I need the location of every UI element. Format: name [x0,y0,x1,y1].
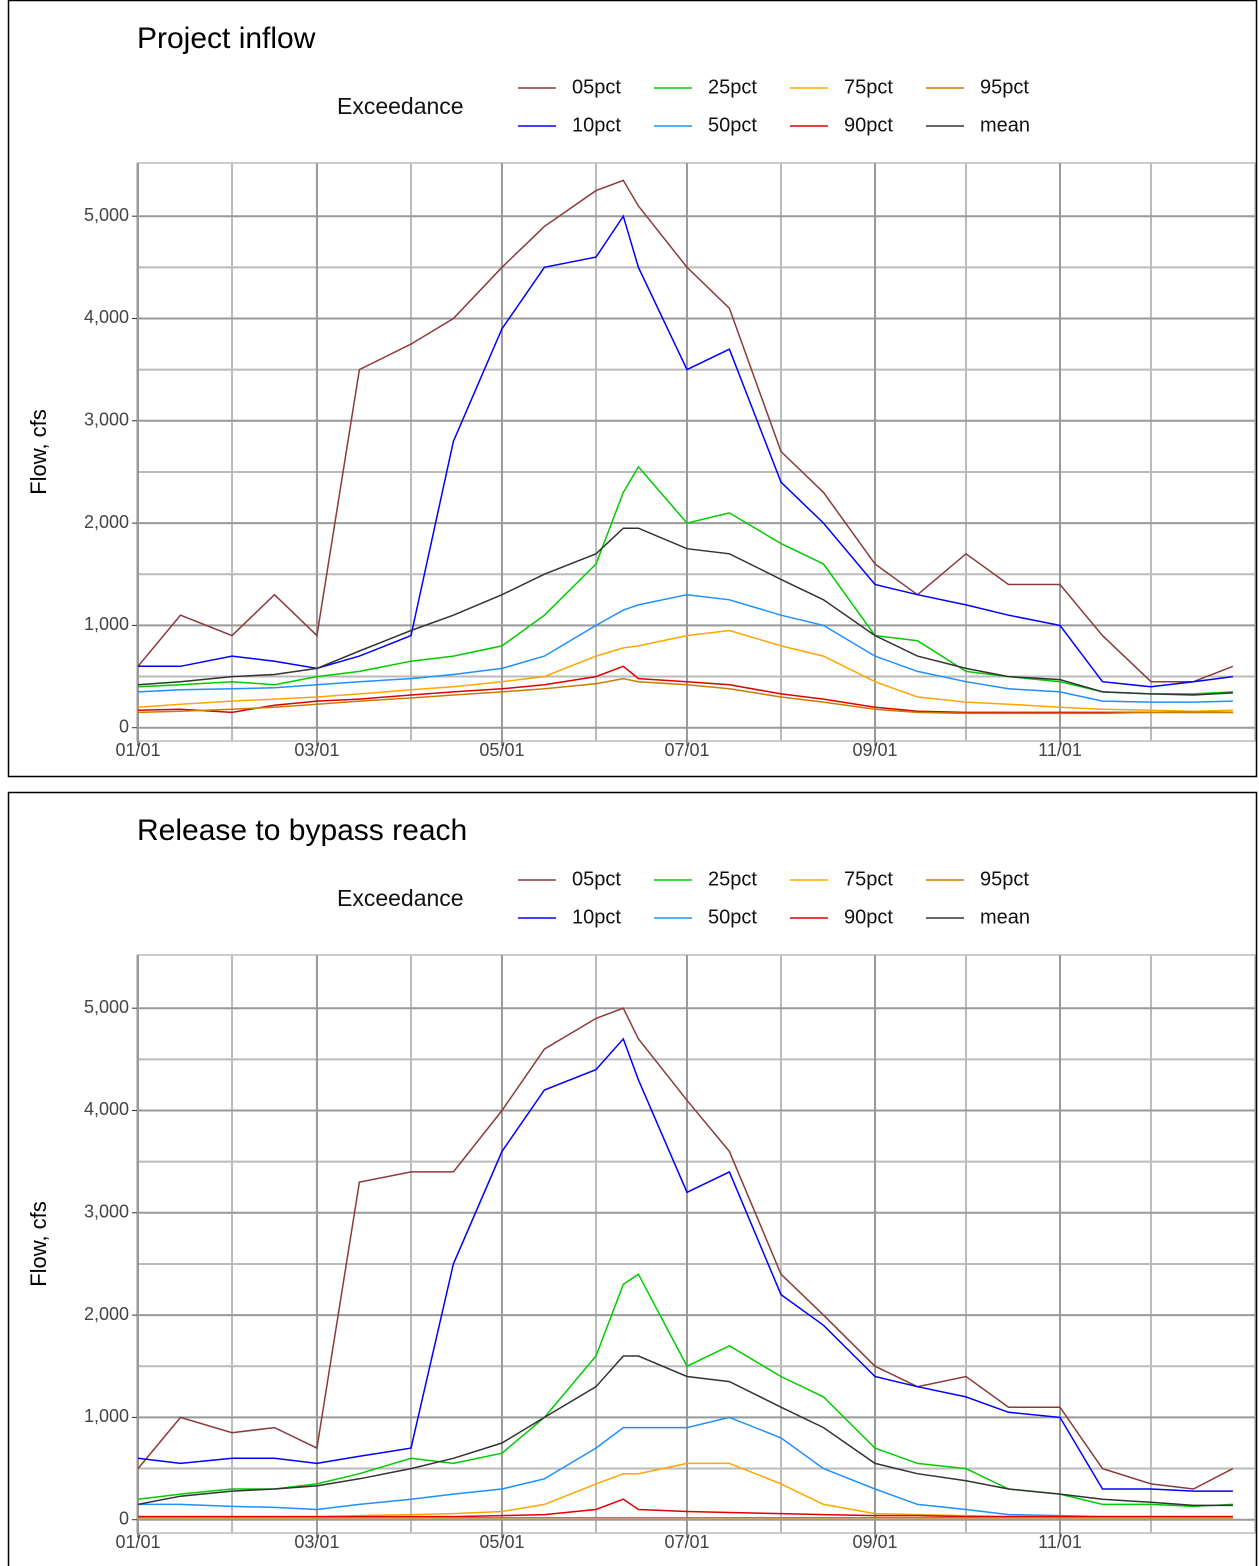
y-tick-label: 5,000 [84,205,129,225]
y-tick-label: 3,000 [84,410,129,430]
x-tick-label: 11/01 [1038,1532,1082,1552]
y-tick-label: 3,000 [84,1202,129,1222]
line-series [137,665,1233,714]
legend-label: 25pct [708,868,757,890]
legend-title: Exceedance [337,885,464,911]
legend-item: mean [926,114,1030,136]
chart-panel: Project inflow Exceedance 05pct 10pct 25pct 5… [7,0,1258,778]
legend-item: 05pct [518,868,621,890]
legend-item: 95pct [926,76,1029,98]
line-series [137,629,1233,713]
line-series [137,179,1234,683]
legend-label: 90pct [844,906,893,928]
y-tick-label: 4,000 [84,307,129,327]
legend-label: 10pct [572,114,621,136]
legend-label: 05pct [572,76,621,98]
line-series [138,1416,1233,1518]
y-axis-label: Flow, cfs [26,1201,51,1287]
line-series [137,1037,1233,1492]
legend-item: 10pct [518,906,621,928]
x-tick-label: 05/01 [479,740,524,760]
x-tick-label: 05/01 [479,1532,524,1552]
legend-item: 75pct [790,76,893,98]
y-tick-label: 0 [119,716,129,736]
legend-label: 95pct [980,76,1029,98]
y-axis-label: Flow, cfs [26,409,51,495]
y-tick-label: 1,000 [84,614,129,634]
y-tick-label: 5,000 [84,997,129,1017]
legend-label: mean [980,114,1030,136]
chart-title: Project inflow [137,22,316,55]
x-tick-label: 07/01 [664,740,709,760]
legend-title: Exceedance [337,93,464,119]
y-tick-label: 1,000 [84,1406,129,1426]
legend-item: 50pct [654,906,757,928]
legend-label: 95pct [980,868,1029,890]
legend-label: 50pct [708,906,757,928]
y-tick-label: 0 [119,1508,129,1528]
legend-label: mean [980,906,1030,928]
legend-item: 90pct [790,114,893,136]
legend-item: 05pct [518,76,621,98]
legend-item: 50pct [654,114,757,136]
chart-panel: Release to bypass reach Exceedance 05pct 10… [7,791,1258,1566]
line-series [137,677,1233,715]
legend-label: 10pct [572,906,621,928]
x-tick-label: 09/01 [852,1532,897,1552]
legend-item: 25pct [654,76,757,98]
x-tick-label: 01/01 [115,740,160,760]
legend-item: 75pct [790,868,893,890]
line-series [138,1498,1233,1518]
chart-title: Release to bypass reach [137,814,467,847]
x-tick-label: 03/01 [294,1532,339,1552]
legend-item: 90pct [790,906,893,928]
line-series [137,527,1233,696]
legend-label: 25pct [708,76,757,98]
legend-label: 75pct [844,868,893,890]
x-tick-label: 07/01 [664,1532,709,1552]
y-tick-label: 2,000 [84,512,129,532]
legend-item: 10pct [518,114,621,136]
legend-item: 95pct [926,868,1029,890]
plot-area [136,162,1256,742]
line-series [138,214,1233,688]
plot-area [136,954,1256,1534]
legend-label: 05pct [572,868,621,890]
legend-item: mean [926,906,1030,928]
x-tick-label: 11/01 [1038,740,1082,760]
x-tick-label: 03/01 [294,740,339,760]
line-series [137,1355,1233,1507]
legend-label: 75pct [844,76,893,98]
x-tick-label: 01/01 [115,1532,160,1552]
legend-label: 90pct [844,114,893,136]
x-tick-label: 09/01 [852,740,897,760]
y-tick-label: 2,000 [84,1304,129,1324]
y-tick-label: 4,000 [84,1099,129,1119]
line-series [137,593,1233,703]
legend-item: 25pct [654,868,757,890]
line-series [137,1007,1234,1490]
line-series [137,465,1233,695]
legend-label: 50pct [708,114,757,136]
